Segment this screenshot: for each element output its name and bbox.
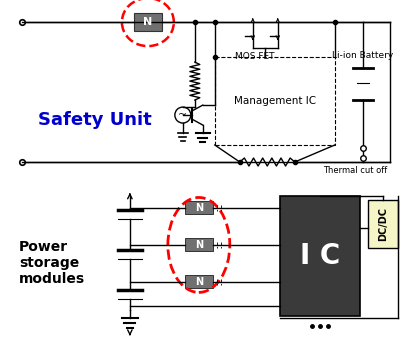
Text: MOS FET: MOS FET xyxy=(235,52,275,61)
Text: Management IC: Management IC xyxy=(234,96,316,106)
Text: Li-ion Battery: Li-ion Battery xyxy=(332,51,393,60)
Text: Safety Unit: Safety Unit xyxy=(38,111,152,129)
Text: N: N xyxy=(195,203,203,213)
Bar xyxy=(185,239,213,251)
Bar xyxy=(368,200,398,248)
Text: DC/DC: DC/DC xyxy=(378,207,388,241)
Bar xyxy=(134,13,162,31)
Text: N: N xyxy=(195,240,203,250)
Bar xyxy=(185,202,213,214)
Text: Thermal cut off: Thermal cut off xyxy=(323,165,388,175)
Bar xyxy=(280,196,360,316)
Text: N: N xyxy=(143,17,152,27)
Text: Power
storage
modules: Power storage modules xyxy=(19,240,85,286)
Text: ~: ~ xyxy=(178,110,187,120)
Bar xyxy=(215,57,335,145)
Text: I C: I C xyxy=(300,242,340,270)
Text: N: N xyxy=(195,277,203,287)
Bar xyxy=(185,275,213,288)
